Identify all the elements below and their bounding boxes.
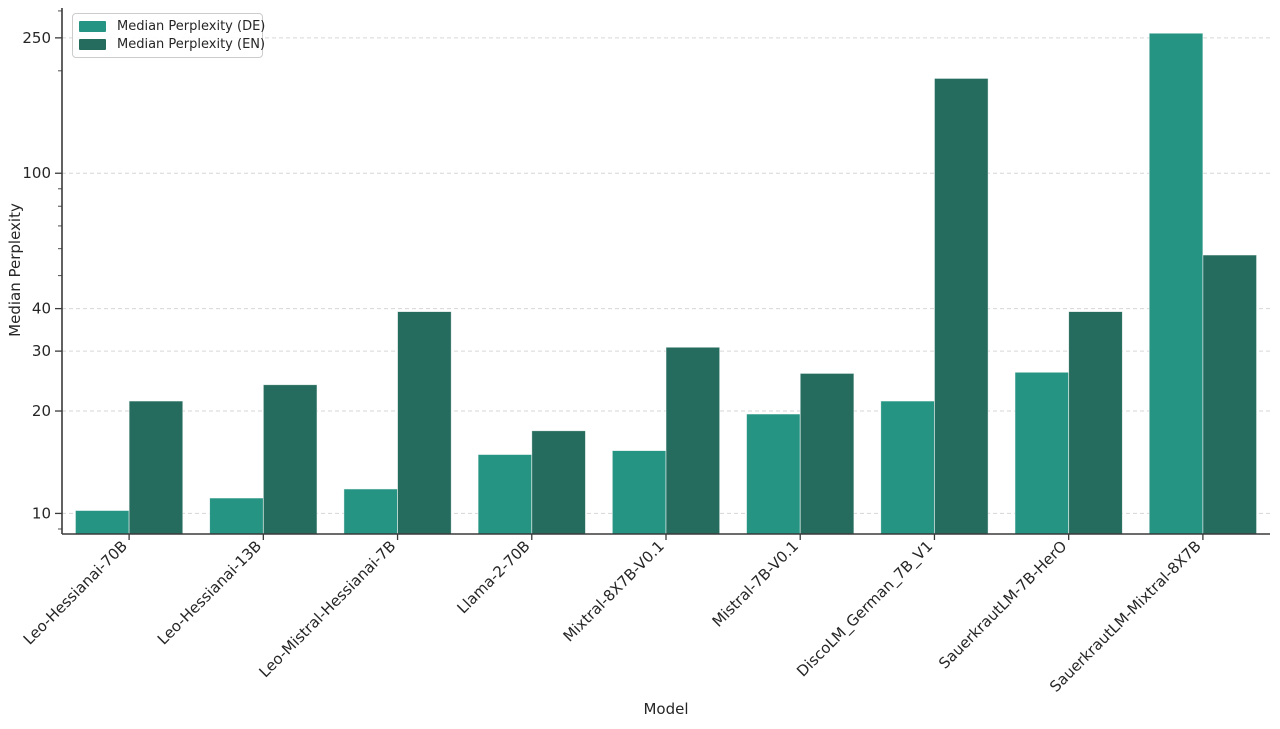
bar-en-Leo-Mistral-Hessianai-7B: [397, 311, 452, 535]
bar-en-SauerkrautLM-Mixtral-8X7B: [1202, 254, 1257, 535]
y-tick-label-20: 20: [32, 402, 51, 420]
bar-de-Leo-Mistral-Hessianai-7B: [343, 488, 398, 535]
bar-en-Leo-Hessianai-70B: [128, 400, 184, 535]
y-axis-title: Median Perplexity: [6, 203, 24, 337]
y-tick-label-40: 40: [32, 300, 51, 318]
bar-en-Mistral-7B-V0.1: [799, 372, 855, 535]
x-category-label-Mistral-7B-V0.1: Mistral-7B-V0.1: [709, 537, 803, 631]
x-category-label-Mixtral-8X7B-V0.1: Mixtral-8X7B-V0.1: [560, 537, 668, 645]
y-tick-label-10: 10: [32, 504, 51, 522]
y-tick-label-100: 100: [22, 164, 51, 182]
x-category-label-Leo-Mistral-Hessianai-7B: Leo-Mistral-Hessianai-7B: [255, 537, 399, 681]
bar-de-DiscoLM_German_7B_V1: [880, 400, 935, 535]
legend-item-en: Median Perplexity (EN): [79, 37, 265, 52]
y-tick-label-250: 250: [22, 29, 51, 47]
bar-de-SauerkrautLM-Mixtral-8X7B: [1148, 32, 1204, 535]
legend: Median Perplexity (DE) Median Perplexity…: [72, 13, 265, 58]
bar-en-SauerkrautLM-7B-HerO: [1068, 311, 1123, 535]
bar-de-SauerkrautLM-7B-HerO: [1014, 371, 1070, 535]
x-category-label-Llama-2-70B: Llama-2-70B: [454, 537, 534, 617]
x-axis-title: Model: [643, 700, 689, 718]
legend-item-de: Median Perplexity (DE): [79, 19, 265, 34]
bar-de-Leo-Hessianai-70B: [75, 510, 130, 535]
x-category-label-SauerkrautLM-Mixtral-8X7B: SauerkrautLM-Mixtral-8X7B: [1046, 537, 1205, 696]
legend-label-de: Median Perplexity (DE): [117, 19, 266, 34]
bar-en-Leo-Hessianai-13B: [262, 384, 318, 535]
legend-label-en: Median Perplexity (EN): [117, 37, 266, 52]
bar-de-Llama-2-70B: [477, 454, 533, 535]
bar-de-Mixtral-8X7B-V0.1: [611, 450, 667, 535]
bar-en-Llama-2-70B: [531, 430, 586, 535]
bar-de-Leo-Hessianai-13B: [209, 497, 264, 535]
legend-swatch-de-icon: [79, 21, 106, 32]
y-tick-label-30: 30: [32, 342, 51, 360]
legend-swatch-en-icon: [79, 39, 106, 50]
x-category-label-DiscoLM_German_7B_V1: DiscoLM_German_7B_V1: [793, 537, 937, 681]
bar-en-Mixtral-8X7B-V0.1: [665, 346, 721, 535]
x-category-label-Leo-Hessianai-70B: Leo-Hessianai-70B: [20, 537, 131, 648]
x-category-label-Leo-Hessianai-13B: Leo-Hessianai-13B: [154, 537, 265, 648]
x-category-label-SauerkrautLM-7B-HerO: SauerkrautLM-7B-HerO: [935, 537, 1070, 672]
bar-en-DiscoLM_German_7B_V1: [934, 78, 989, 535]
bar-de-Mistral-7B-V0.1: [746, 413, 801, 535]
